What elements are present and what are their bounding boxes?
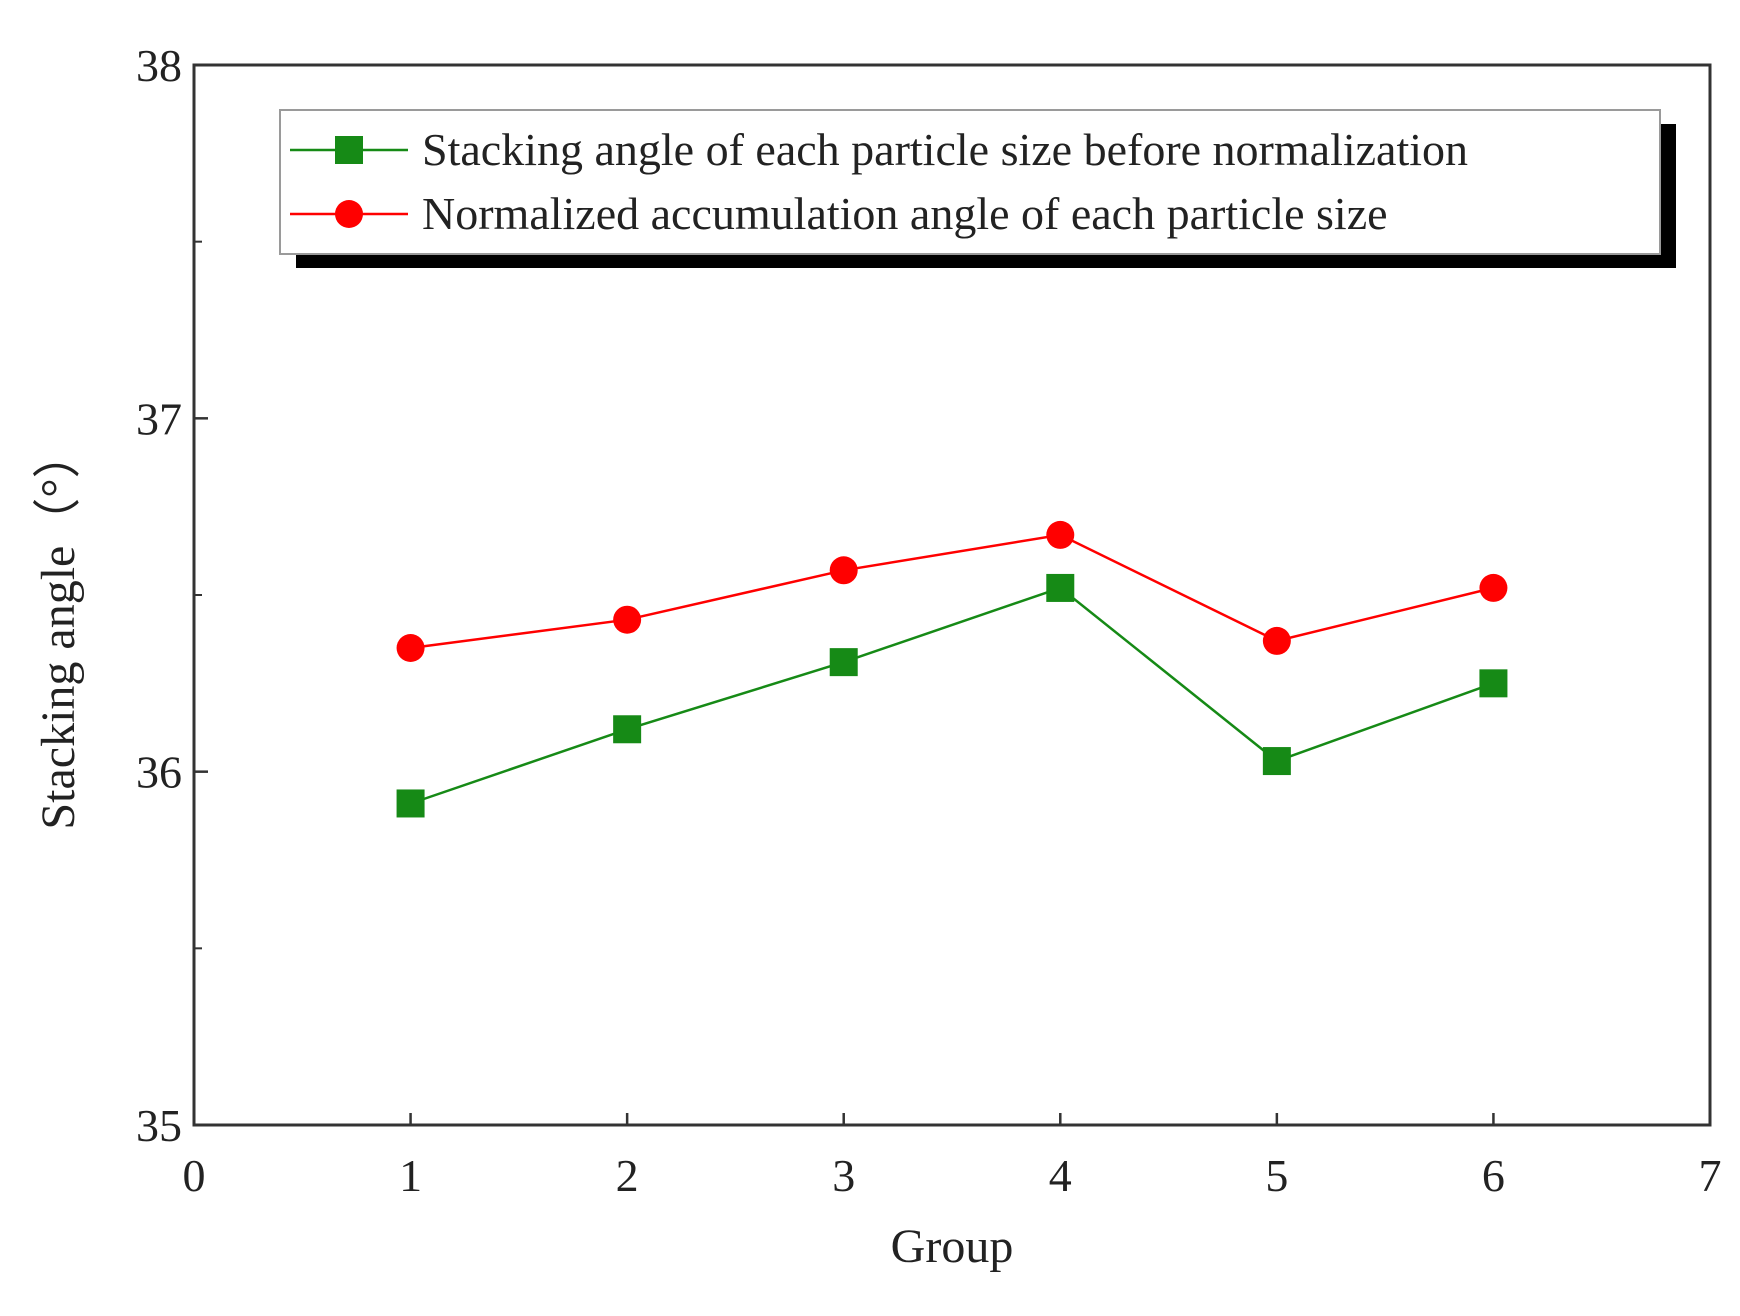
series-2-point-6	[1479, 573, 1508, 602]
legend-marker-1	[335, 136, 363, 164]
series-2-point-2	[613, 605, 642, 634]
x-tick-label-0: 0	[183, 1150, 206, 1201]
x-tick-label-6: 6	[1482, 1150, 1505, 1201]
y-tick-label-35: 35	[136, 1100, 182, 1151]
x-tick-label-1: 1	[399, 1150, 422, 1201]
legend-label-1: Stacking angle of each particle size bef…	[422, 124, 1468, 175]
series-1-point-5	[1262, 747, 1291, 776]
series-1-point-2	[613, 715, 642, 744]
y-tick-label-36: 36	[136, 747, 182, 798]
x-tick-label-7: 7	[1699, 1150, 1722, 1201]
series-1-point-6	[1479, 669, 1508, 698]
series-1-point-3	[829, 648, 858, 677]
series-1-point-4	[1046, 573, 1075, 602]
series-2-point-4	[1046, 520, 1075, 549]
series-2	[396, 520, 1508, 662]
legend-marker-2	[335, 200, 363, 228]
x-tick-label-4: 4	[1049, 1150, 1072, 1201]
legend-entries: Stacking angle of each particle size bef…	[290, 124, 1468, 239]
series-2-point-1	[396, 634, 425, 662]
legend-label-2: Normalized accumulation angle of each pa…	[422, 188, 1388, 239]
series-1-point-1	[396, 789, 425, 818]
x-tick-label-2: 2	[616, 1150, 639, 1201]
x-tick-label-3: 3	[832, 1150, 855, 1201]
axes: 0 1 2 3 4 5 6 7 35 36 37 38	[136, 40, 1722, 1201]
series-2-point-5	[1262, 626, 1291, 655]
series-2-point-3	[829, 556, 858, 585]
x-axis-label: Group	[891, 1220, 1014, 1273]
y-tick-label-37: 37	[136, 393, 182, 444]
series-1	[396, 573, 1508, 818]
y-axis-label: Stacking angle（°）	[32, 430, 85, 829]
series-layer	[396, 520, 1508, 818]
y-tick-label-38: 38	[136, 40, 182, 91]
series-2-line	[410, 533, 1494, 650]
x-tick-label-5: 5	[1265, 1150, 1288, 1201]
legend-box	[279, 109, 1661, 255]
legend: Stacking angle of each particle size bef…	[279, 109, 1676, 268]
series-1-line	[410, 586, 1494, 805]
